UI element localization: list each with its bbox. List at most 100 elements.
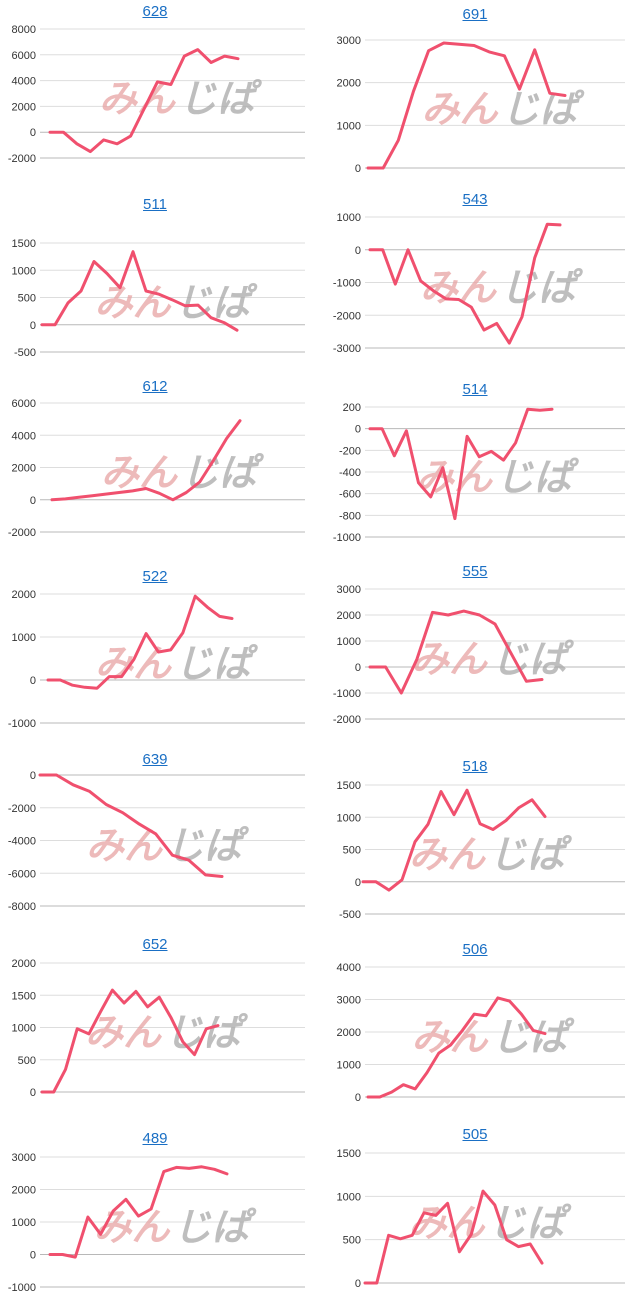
y-tick-label: -2000 bbox=[8, 527, 36, 539]
chart-title-link[interactable]: 691 bbox=[462, 6, 488, 23]
watermark-logo-right: じぱ bbox=[502, 87, 586, 131]
y-tick-label: 1000 bbox=[337, 1191, 361, 1203]
watermark-logo-right: じぱ bbox=[166, 824, 250, 868]
y-tick-label: 3000 bbox=[337, 995, 361, 1007]
y-tick-label: -8000 bbox=[8, 901, 36, 913]
y-tick-label: 0 bbox=[30, 320, 36, 332]
chart-title-link[interactable]: 543 bbox=[462, 191, 488, 208]
chart-652: 652 0 500 1000 1500 2000 みん じぱ bbox=[0, 933, 310, 1101]
chart-title-link[interactable]: 511 bbox=[143, 196, 167, 213]
y-tick-label: -4000 bbox=[8, 836, 36, 848]
watermark-logo-right: じぱ bbox=[491, 637, 575, 681]
chart-518: 518 -500 0 500 1000 1500 みん じぱ bbox=[320, 755, 630, 923]
series-line bbox=[368, 407, 554, 521]
y-tick-label: 1000 bbox=[337, 636, 361, 648]
y-tick-label: -2000 bbox=[333, 310, 361, 322]
chart-plot: -500 0 500 1000 1500 みん じぱ bbox=[337, 780, 625, 921]
y-tick-label: 0 bbox=[30, 495, 36, 507]
y-tick-label: 0 bbox=[30, 1250, 36, 1262]
y-tick-label: 2000 bbox=[337, 1027, 361, 1039]
chart-title-link[interactable]: 489 bbox=[142, 1130, 168, 1147]
chart-plot: -2000 -1000 0 1000 2000 3000 みん じぱ bbox=[333, 584, 625, 726]
watermark-logo-left: みん bbox=[95, 281, 172, 325]
y-tick-label: 2000 bbox=[12, 1185, 36, 1197]
watermark-logo-left: みん bbox=[409, 1201, 486, 1245]
y-tick-label: 200 bbox=[343, 402, 361, 414]
chart-612: 612 -2000 0 2000 4000 6000 みん じぱ bbox=[0, 375, 310, 543]
chart-489: 489 -1000 0 1000 2000 3000 みん じぱ bbox=[0, 1127, 310, 1295]
y-tick-label: -200 bbox=[339, 445, 361, 457]
series-line bbox=[40, 988, 220, 1094]
chart-plot: -1000 -800 -600 -400 -200 0 200 みん じぱ bbox=[333, 402, 625, 544]
watermark-logo-right: じぱ bbox=[175, 642, 259, 686]
y-tick-label: 2000 bbox=[12, 958, 36, 970]
y-tick-label: 2000 bbox=[337, 610, 361, 622]
chart-title-link[interactable]: 506 bbox=[462, 941, 488, 958]
chart-522: 522 -1000 0 1000 2000 みん じぱ bbox=[0, 565, 310, 733]
y-tick-label: 0 bbox=[355, 1278, 361, 1290]
y-tick-label: 2000 bbox=[12, 101, 36, 113]
y-tick-label: -2000 bbox=[8, 153, 36, 165]
chart-title-link[interactable]: 555 bbox=[462, 563, 488, 580]
y-tick-label: -2000 bbox=[333, 714, 361, 726]
y-tick-label: 1500 bbox=[12, 990, 36, 1002]
y-tick-label: 0 bbox=[355, 424, 361, 436]
chart-506: 506 0 1000 2000 3000 4000 みん じぱ bbox=[320, 938, 630, 1106]
y-tick-label: 500 bbox=[18, 293, 36, 305]
chart-639: 639 -8000 -6000 -4000 -2000 0 みん じぱ bbox=[0, 748, 310, 916]
y-tick-label: 4000 bbox=[12, 76, 36, 88]
chart-title-link[interactable]: 514 bbox=[462, 381, 488, 398]
series-line bbox=[361, 788, 547, 892]
chart-plot: -1000 0 1000 2000 3000 みん じぱ bbox=[8, 1152, 305, 1294]
series-line bbox=[363, 1189, 544, 1285]
y-tick-label: 1000 bbox=[337, 212, 361, 224]
chart-555: 555 -2000 -1000 0 1000 2000 3000 みん じぱ bbox=[320, 560, 630, 728]
y-tick-label: 2000 bbox=[12, 589, 36, 601]
y-tick-label: 2000 bbox=[337, 78, 361, 90]
y-tick-label: -2000 bbox=[8, 803, 36, 815]
chart-title-link[interactable]: 522 bbox=[142, 568, 168, 585]
chart-title-link[interactable]: 639 bbox=[142, 751, 168, 768]
y-tick-label: 1000 bbox=[12, 1023, 36, 1035]
series-line bbox=[368, 222, 562, 345]
y-tick-label: 3000 bbox=[337, 584, 361, 596]
y-tick-label: -6000 bbox=[8, 868, 36, 880]
chart-title-link[interactable]: 652 bbox=[142, 936, 168, 953]
y-tick-label: 3000 bbox=[337, 35, 361, 47]
chart-title-link[interactable]: 628 bbox=[142, 3, 168, 20]
chart-plot: 0 1000 2000 3000 みん じぱ bbox=[337, 35, 625, 175]
y-tick-label: 1500 bbox=[337, 1148, 361, 1160]
y-tick-label: 0 bbox=[30, 127, 36, 139]
y-tick-label: 0 bbox=[30, 770, 36, 782]
y-tick-label: -400 bbox=[339, 467, 361, 479]
series-line bbox=[366, 41, 567, 170]
watermark-logo-left: みん bbox=[101, 451, 178, 495]
chart-plot: -3000 -2000 -1000 0 1000 みん じぱ bbox=[333, 212, 625, 355]
y-tick-label: -800 bbox=[339, 510, 361, 522]
y-tick-label: 1000 bbox=[12, 265, 36, 277]
y-tick-label: 0 bbox=[355, 1092, 361, 1104]
chart-plot: -500 0 500 1000 1500 みん じぱ bbox=[12, 238, 305, 359]
chart-628: 628 -2000 0 2000 4000 6000 8000 みん じぱ bbox=[0, 0, 310, 168]
watermark-logo-left: みん bbox=[412, 1015, 489, 1059]
y-tick-label: 0 bbox=[355, 877, 361, 889]
series-line bbox=[368, 609, 544, 695]
y-tick-label: 0 bbox=[355, 245, 361, 257]
watermark-logo-right: じぱ bbox=[496, 455, 580, 499]
y-tick-label: 4000 bbox=[337, 962, 361, 974]
y-tick-label: 1000 bbox=[337, 1060, 361, 1072]
y-tick-label: 1000 bbox=[12, 632, 36, 644]
series-line bbox=[38, 773, 224, 878]
y-tick-label: 0 bbox=[355, 662, 361, 674]
chart-title-link[interactable]: 505 bbox=[462, 1126, 488, 1143]
y-tick-label: -1000 bbox=[333, 688, 361, 700]
y-tick-label: -1000 bbox=[333, 278, 361, 290]
watermark-logo-left: みん bbox=[420, 266, 497, 310]
watermark-logo-left: みん bbox=[422, 87, 499, 131]
chart-title-link[interactable]: 518 bbox=[462, 758, 488, 775]
chart-title-link[interactable]: 612 bbox=[142, 378, 168, 395]
